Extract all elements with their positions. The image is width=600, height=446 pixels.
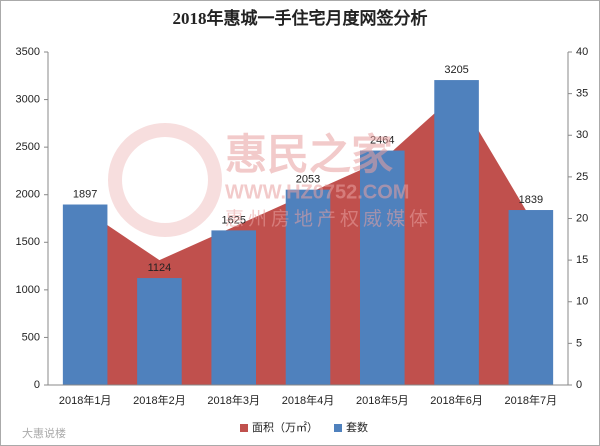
- y-tick-label: 1000: [16, 284, 40, 296]
- bar: [508, 210, 554, 385]
- x-tick-label: 2018年2月: [133, 393, 186, 407]
- x-tick-label: 2018年7月: [505, 393, 558, 407]
- watermark-logo: [108, 123, 222, 237]
- value-label: 2053: [296, 174, 320, 186]
- y2-tick-label: 25: [576, 171, 588, 183]
- y-tick-label: 2000: [16, 189, 40, 201]
- x-tick-label: 2018年1月: [59, 393, 112, 407]
- y2-tick-label: 20: [576, 212, 588, 224]
- bar: [137, 278, 182, 385]
- y2-tick-label: 40: [576, 46, 588, 58]
- y2-tick-label: 30: [576, 129, 588, 141]
- chart-title: 2018年惠城一手住宅月度网签分析: [173, 8, 428, 28]
- legend-label: 套数: [346, 421, 368, 434]
- y2-tick-label: 5: [576, 337, 582, 349]
- y-tick-label: 1500: [16, 236, 40, 248]
- x-tick-label: 2018年4月: [282, 393, 335, 407]
- y-tick-label: 0: [34, 379, 40, 391]
- bar: [360, 150, 405, 385]
- y2-tick-label: 35: [576, 88, 588, 100]
- bar: [285, 189, 331, 385]
- bar: [62, 204, 108, 385]
- plot-area: 0 500 1000 1500 2000 2500 3000 3500 0 5 10 15 20 25 30…: [16, 46, 589, 434]
- watermark-source: 大惠说楼: [22, 426, 66, 440]
- legend-label: 面积（万㎡）: [252, 421, 318, 434]
- value-label: 1625: [221, 214, 245, 226]
- y-tick-label: 500: [22, 331, 40, 343]
- x-tick-label: 2018年6月: [430, 393, 483, 407]
- watermark-brand: 惠民之家: [225, 131, 393, 178]
- legend-swatch: [334, 424, 342, 432]
- y-tick-label: 3000: [16, 93, 40, 105]
- value-label: 1124: [148, 262, 172, 274]
- legend-swatch: [240, 424, 248, 432]
- x-tick-label: 2018年5月: [356, 393, 409, 407]
- y-tick-label: 2500: [16, 141, 40, 153]
- y2-tick-label: 0: [576, 379, 582, 391]
- x-tick-label: 2018年3月: [207, 393, 260, 407]
- y2-tick-label: 10: [576, 296, 588, 308]
- value-label: 2464: [370, 134, 394, 146]
- bar: [211, 230, 256, 385]
- value-label: 3205: [444, 64, 468, 76]
- y2-tick-label: 15: [576, 254, 588, 266]
- y-tick-label: 3500: [16, 46, 40, 58]
- value-label: 1897: [73, 188, 97, 200]
- value-label: 1839: [519, 194, 543, 206]
- watermark-slogan: 惠州房地产权威媒体: [225, 208, 432, 230]
- watermark-url: WWW.HZ0752.COM: [225, 181, 409, 203]
- bar: [434, 80, 479, 386]
